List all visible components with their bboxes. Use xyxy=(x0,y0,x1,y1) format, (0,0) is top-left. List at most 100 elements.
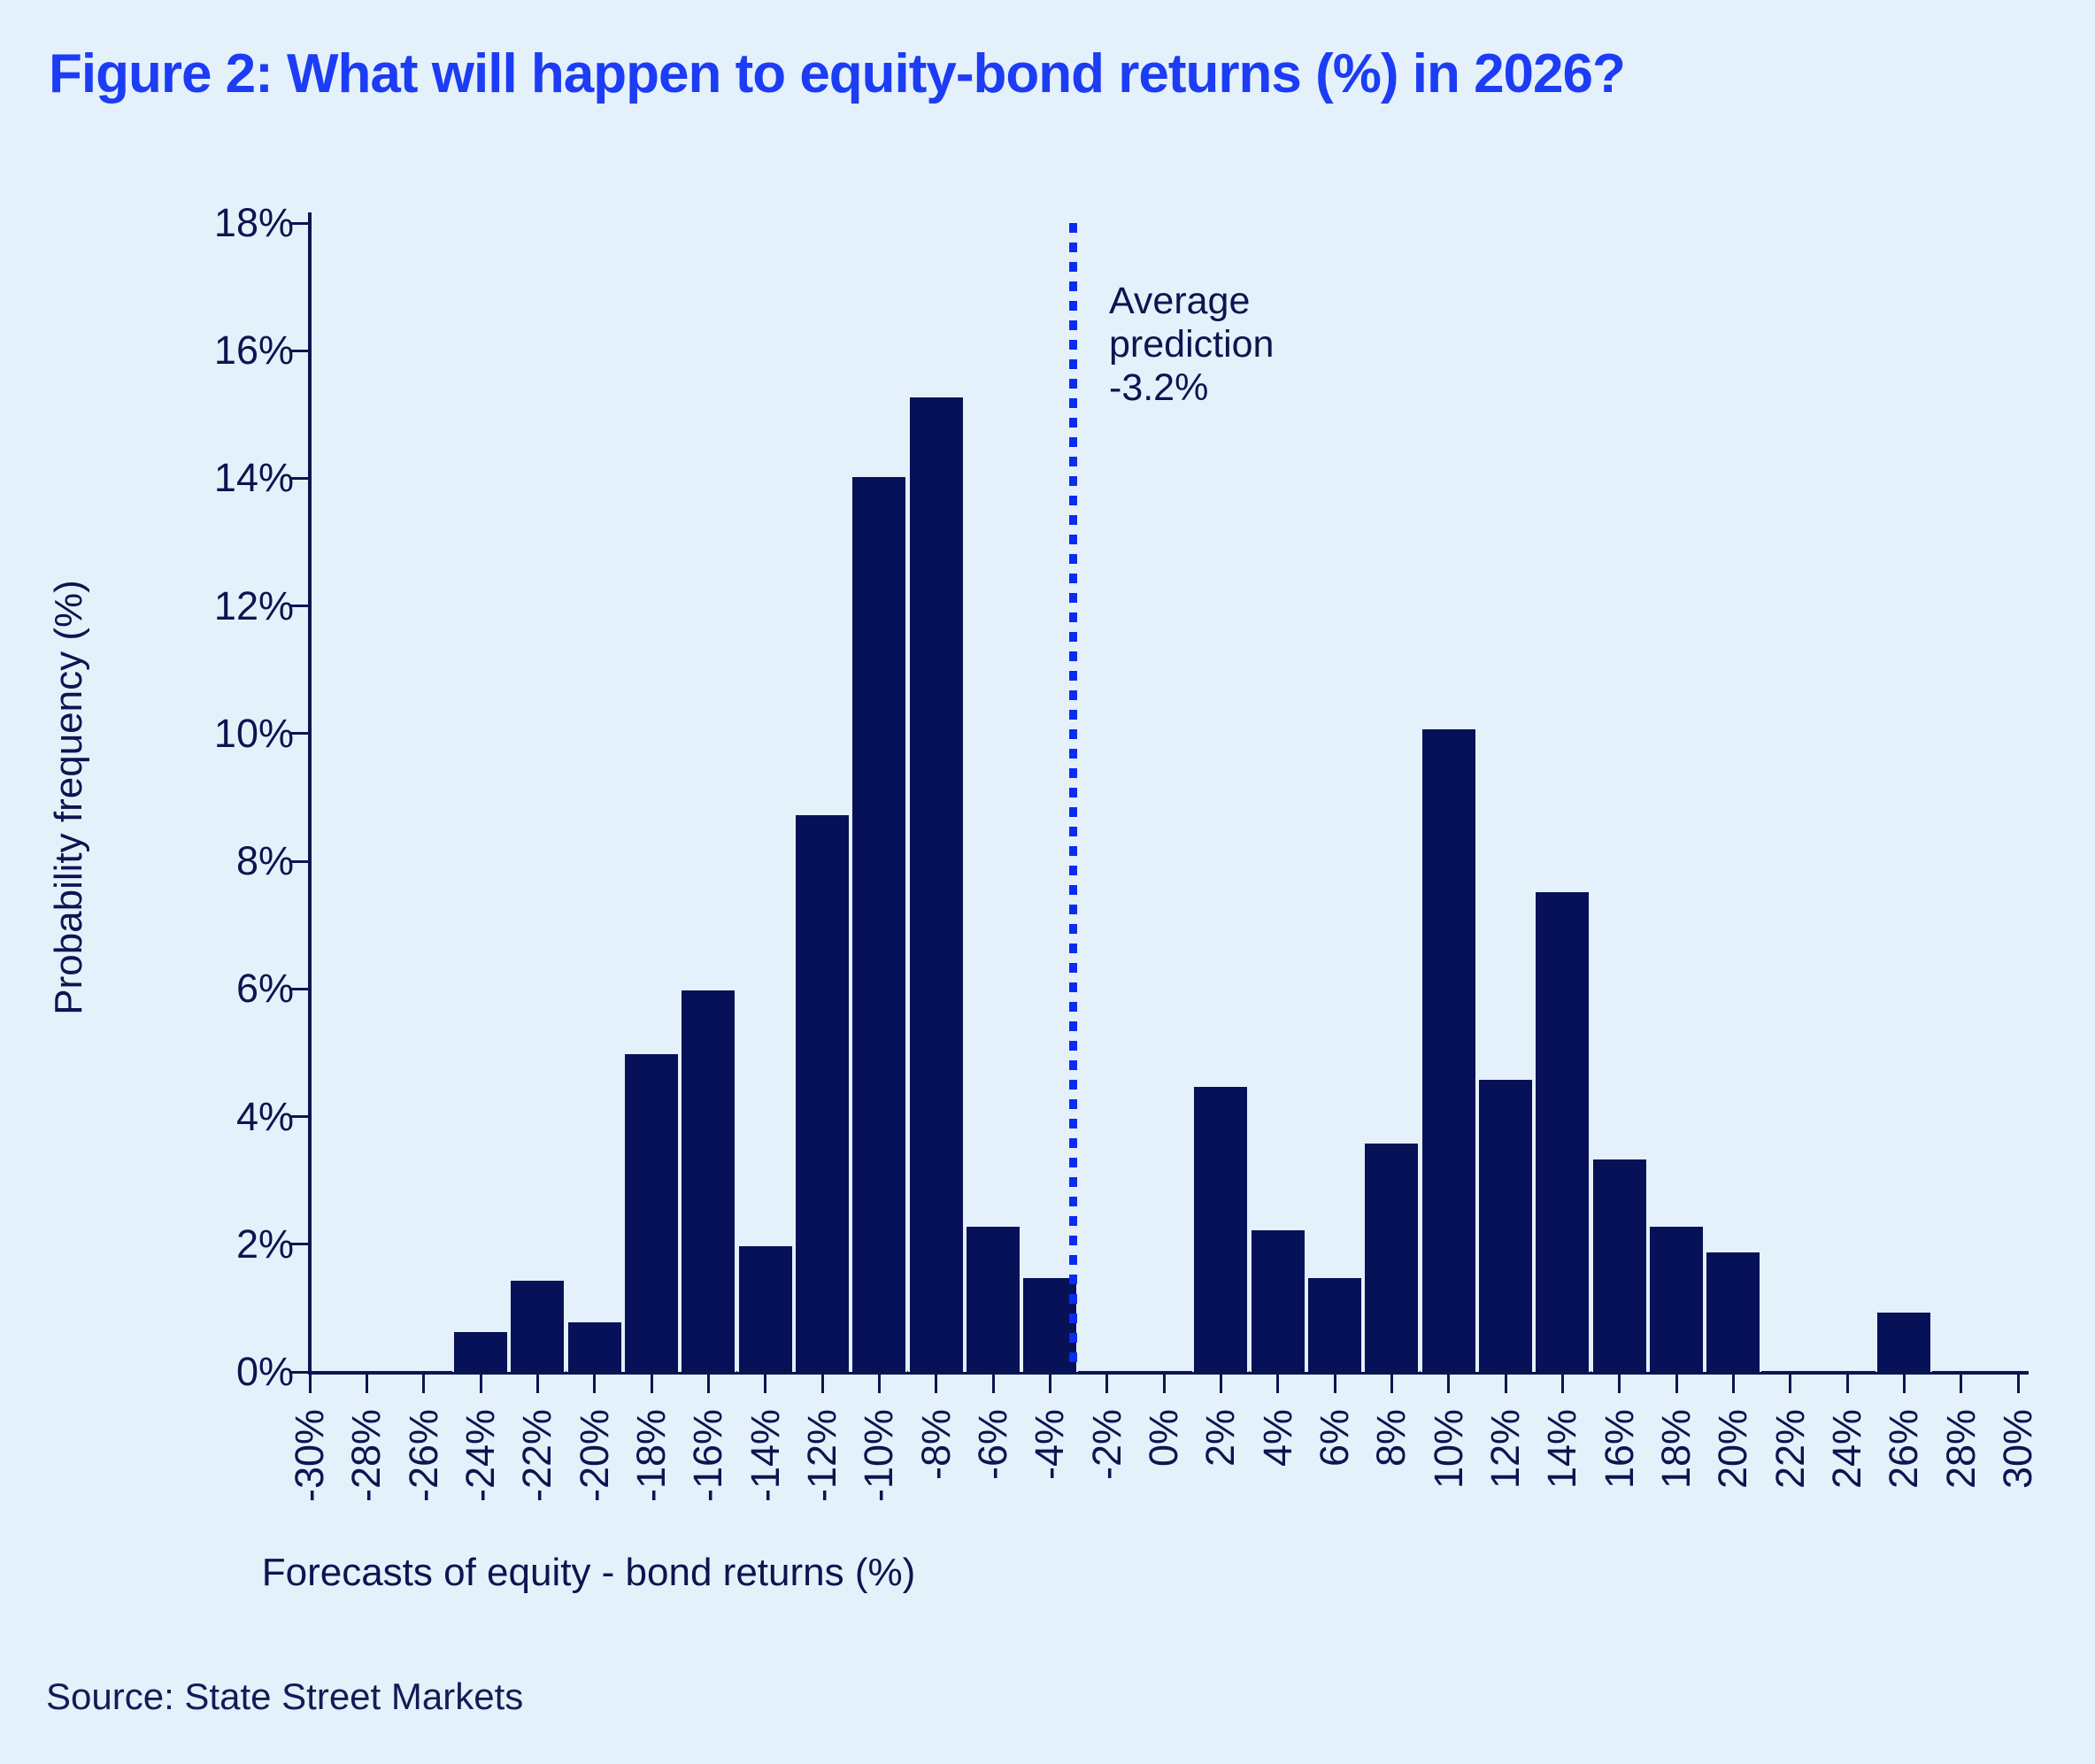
x-tick-label: 12% xyxy=(1483,1409,1528,1490)
x-tick-label: -22% xyxy=(514,1409,560,1503)
histogram-bar--6 xyxy=(964,1225,1022,1372)
x-axis-tick xyxy=(1618,1372,1621,1393)
y-tick-label: 14% xyxy=(213,455,294,501)
histogram-bar-8 xyxy=(1363,1142,1421,1372)
y-axis-tick xyxy=(289,349,311,352)
x-axis-tick xyxy=(1902,1372,1906,1393)
x-axis-tick xyxy=(706,1372,710,1393)
average-prediction-line xyxy=(1068,223,1077,1372)
histogram-bar-16 xyxy=(1591,1158,1648,1372)
histogram-bar--12 xyxy=(793,813,851,1372)
histogram-bar-4 xyxy=(1249,1228,1306,1372)
histogram-bar--16 xyxy=(680,989,737,1372)
y-axis-tick xyxy=(289,987,311,990)
y-axis-tick xyxy=(289,859,311,863)
chart-title: Figure 2: What will happen to equity-bon… xyxy=(49,43,1626,104)
x-tick-label: 28% xyxy=(1937,1409,1983,1490)
histogram-bar-6 xyxy=(1306,1275,1364,1372)
x-axis-tick xyxy=(1731,1372,1735,1393)
x-tick-label: 24% xyxy=(1824,1409,1869,1490)
x-tick-label: 18% xyxy=(1653,1409,1698,1490)
x-axis-tick xyxy=(479,1372,482,1393)
y-tick-label: 18% xyxy=(213,200,294,245)
x-tick-label: 14% xyxy=(1539,1409,1585,1490)
histogram-bar--24 xyxy=(451,1330,510,1372)
x-axis-tick xyxy=(1219,1372,1222,1393)
x-axis-tick xyxy=(1675,1372,1678,1393)
x-tick-label: -16% xyxy=(685,1409,731,1503)
x-tick-label: 30% xyxy=(1995,1409,2040,1490)
x-tick-label: -30% xyxy=(287,1409,332,1503)
y-axis-tick xyxy=(289,605,311,608)
y-tick-label: 4% xyxy=(235,1093,294,1139)
x-axis-tick xyxy=(2016,1372,2020,1393)
x-tick-label: -2% xyxy=(1083,1409,1129,1481)
histogram-bar-2 xyxy=(1192,1084,1250,1372)
x-tick-label: -8% xyxy=(913,1409,959,1481)
x-axis-tick xyxy=(593,1372,597,1393)
x-axis-tick xyxy=(365,1372,368,1393)
histogram-bar--8 xyxy=(907,395,965,1372)
x-axis-tick xyxy=(308,1372,312,1393)
y-tick-label: 16% xyxy=(213,327,294,374)
x-axis-line xyxy=(308,1371,2029,1375)
x-axis-tick xyxy=(1390,1372,1393,1393)
x-tick-label: -4% xyxy=(1027,1409,1073,1481)
x-tick-label: -12% xyxy=(799,1409,844,1503)
histogram-bar--20 xyxy=(566,1321,623,1372)
x-axis-tick xyxy=(1162,1372,1166,1393)
histogram-bar-12 xyxy=(1476,1078,1535,1372)
x-tick-label: -24% xyxy=(458,1409,503,1503)
histogram-bar--10 xyxy=(851,474,908,1372)
x-tick-label: -26% xyxy=(400,1409,446,1503)
x-axis-tick xyxy=(422,1372,426,1393)
x-axis-tick xyxy=(1845,1372,1849,1393)
x-tick-label: 22% xyxy=(1767,1409,1813,1490)
x-tick-label: 4% xyxy=(1254,1409,1300,1467)
x-axis-tick xyxy=(764,1372,767,1393)
histogram-bar-14 xyxy=(1534,890,1591,1372)
x-axis-tick xyxy=(1447,1372,1451,1393)
x-tick-label: 2% xyxy=(1198,1409,1244,1467)
x-tick-label: -20% xyxy=(571,1409,617,1503)
x-axis-tick xyxy=(1048,1372,1051,1393)
x-axis-tick xyxy=(991,1372,995,1393)
x-axis-tick xyxy=(650,1372,653,1393)
y-axis-tick xyxy=(289,732,311,736)
y-axis-line xyxy=(308,212,312,1375)
x-tick-label: -10% xyxy=(856,1409,902,1503)
y-tick-label: 2% xyxy=(235,1221,294,1267)
annotation-line: Average xyxy=(1109,280,1251,322)
y-axis-tick xyxy=(289,1370,311,1374)
x-axis-tick xyxy=(535,1372,539,1393)
average-prediction-annotation: Average prediction -3.2% xyxy=(1109,280,1274,410)
source-text: Source: State Street Markets xyxy=(46,1675,524,1717)
x-axis-title: Forecasts of equity - bond returns (%) xyxy=(0,1551,2095,1595)
x-tick-label: 10% xyxy=(1425,1409,1471,1490)
x-tick-label: 26% xyxy=(1881,1409,1927,1490)
x-axis-title-text: Forecasts of equity - bond returns (%) xyxy=(261,1551,916,1594)
y-axis-tick xyxy=(289,1243,311,1246)
x-tick-label: -28% xyxy=(343,1409,389,1503)
x-axis-tick xyxy=(1960,1372,1963,1393)
x-tick-label: 8% xyxy=(1368,1409,1414,1467)
y-tick-label: 0% xyxy=(235,1349,294,1394)
y-axis-tick xyxy=(289,1115,311,1119)
x-axis-tick xyxy=(1789,1372,1792,1393)
x-tick-label: 20% xyxy=(1710,1409,1756,1490)
y-tick-label: 8% xyxy=(235,838,294,884)
y-tick-label: 12% xyxy=(213,582,294,628)
x-axis-tick xyxy=(935,1372,938,1393)
y-axis-title: Probability frequency (%) xyxy=(47,580,90,1015)
histogram-bar--22 xyxy=(509,1279,566,1372)
y-tick-label: 6% xyxy=(235,966,294,1012)
x-tick-label: 0% xyxy=(1141,1409,1186,1467)
x-axis-tick xyxy=(820,1372,824,1393)
x-axis-tick xyxy=(1276,1372,1280,1393)
x-axis-tick xyxy=(877,1372,881,1393)
x-tick-label: -18% xyxy=(628,1409,674,1503)
y-axis-tick xyxy=(289,476,311,480)
x-axis-tick xyxy=(1504,1372,1507,1393)
x-tick-label: -6% xyxy=(970,1409,1015,1481)
